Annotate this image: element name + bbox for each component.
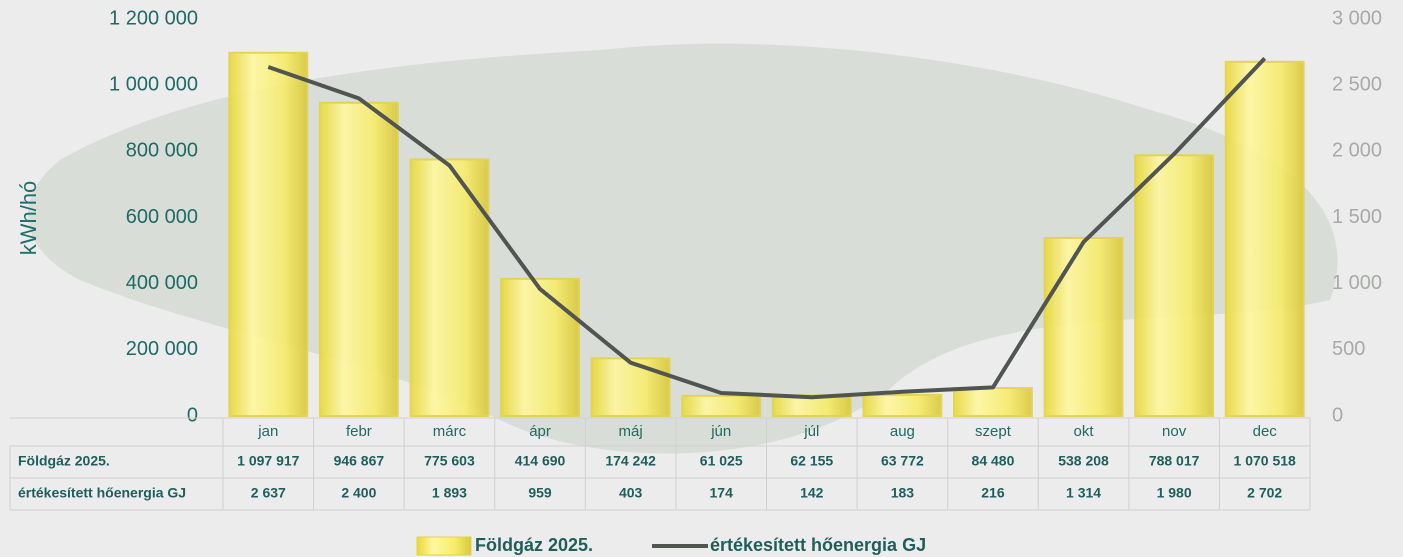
bar <box>1224 60 1305 417</box>
x-tick-label: aug <box>890 423 915 440</box>
table-cell: 142 <box>800 485 824 501</box>
table-cell: 403 <box>619 485 643 501</box>
table-cell: 2 702 <box>1247 485 1282 501</box>
x-tick-label: nov <box>1162 423 1187 440</box>
table-cell: 216 <box>981 485 1005 501</box>
y-tick-label: 0 <box>187 404 198 426</box>
table-cell: 1 314 <box>1066 485 1101 501</box>
table-cell: 1 980 <box>1157 485 1192 501</box>
x-tick-label: okt <box>1074 423 1095 440</box>
table-cell: 946 867 <box>334 453 385 469</box>
table-cell: 414 690 <box>515 453 566 469</box>
y2-tick-label: 2 000 <box>1332 140 1382 162</box>
bar <box>228 51 309 417</box>
y2-tick-label: 0 <box>1332 404 1343 426</box>
table-cell: 62 155 <box>790 453 833 469</box>
x-tick-label: máj <box>619 423 643 440</box>
table-cell: 1 097 917 <box>237 453 299 469</box>
bar <box>500 277 580 417</box>
y2-tick-label: 1 000 <box>1332 272 1382 294</box>
legend-label: Földgáz 2025. <box>475 535 593 555</box>
x-tick-label: febr <box>346 423 372 440</box>
legend-swatch <box>416 536 472 556</box>
bar <box>1043 236 1124 417</box>
bar <box>590 357 671 418</box>
y2-tick-label: 500 <box>1332 338 1365 360</box>
bar <box>409 158 490 418</box>
y-axis-label: kWh/hó <box>16 181 41 256</box>
y2-tick-label: 2 500 <box>1332 73 1382 95</box>
x-tick-label: szept <box>975 423 1012 440</box>
bar <box>1134 154 1215 418</box>
table-cell: 183 <box>891 485 915 501</box>
y-tick-label: 600 000 <box>126 206 198 228</box>
bar <box>681 394 762 417</box>
table-cell: 788 017 <box>1149 453 1200 469</box>
y-tick-label: 1 200 000 <box>109 7 198 29</box>
x-tick-label: márc <box>433 423 467 440</box>
x-tick-label: ápr <box>529 423 551 440</box>
table-cell: 2 637 <box>251 485 286 501</box>
bar <box>953 387 1033 418</box>
table-cell: 538 208 <box>1058 453 1109 469</box>
x-tick-label: jún <box>710 423 731 440</box>
x-tick-label: júl <box>803 423 819 440</box>
table-cell: 61 025 <box>700 453 743 469</box>
table-cell: 84 480 <box>972 453 1015 469</box>
table-cell: 1 893 <box>432 485 467 501</box>
bar <box>862 393 943 418</box>
y2-tick-label: 1 500 <box>1332 206 1382 228</box>
y-tick-label: 800 000 <box>126 140 198 162</box>
table-cell: 174 <box>710 485 734 501</box>
table-cell: 959 <box>528 485 552 501</box>
table-cell: 63 772 <box>881 453 924 469</box>
table-row-header: értékesített hőenergia GJ <box>18 485 186 501</box>
table-cell: 775 603 <box>424 453 475 469</box>
y2-tick-label: 3 000 <box>1332 7 1382 29</box>
y-tick-label: 400 000 <box>126 272 198 294</box>
table-row-header: Földgáz 2025. <box>18 453 110 469</box>
table-cell: 1 070 518 <box>1234 453 1296 469</box>
x-tick-label: jan <box>257 423 278 440</box>
line-series <box>267 57 1267 400</box>
table-cell: 2 400 <box>341 485 376 501</box>
y-tick-label: 200 000 <box>126 338 198 360</box>
x-tick-label: dec <box>1253 423 1278 440</box>
table-cell: 174 242 <box>605 453 656 469</box>
bar <box>318 101 399 417</box>
legend-label: értékesített hőenergia GJ <box>710 535 926 555</box>
y-tick-label: 1 000 000 <box>109 73 198 95</box>
